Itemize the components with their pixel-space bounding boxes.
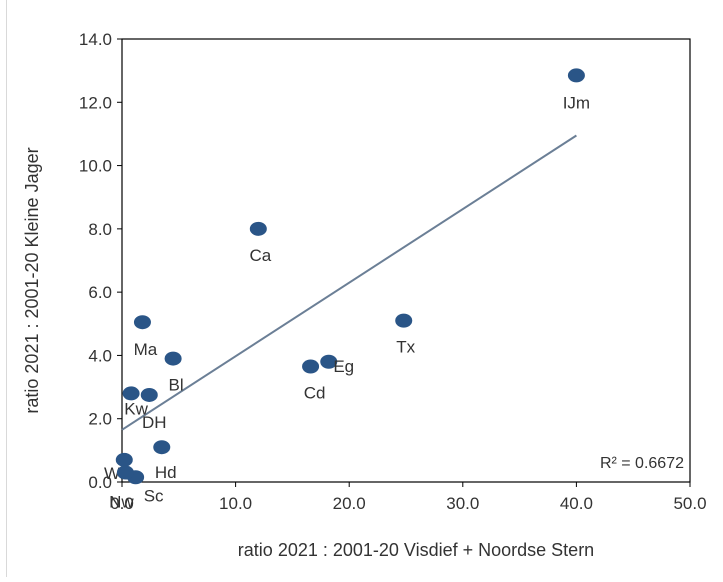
data-point-marker bbox=[140, 387, 158, 402]
data-point-group: Bl bbox=[164, 351, 184, 395]
y-axis-title: ratio 2021 : 2001-20 Kleine Jager bbox=[22, 147, 42, 413]
r-squared-label: R² = 0.6672 bbox=[600, 455, 684, 472]
data-point-marker bbox=[164, 351, 182, 366]
x-tick-label: 10.0 bbox=[219, 494, 252, 513]
data-point-label: Kw bbox=[124, 399, 148, 418]
data-point-marker bbox=[153, 440, 171, 455]
ticks-layer: 0.0 10.0 20.0 30.0 40.0 50.0 0.0 2.0 4.0 6.0 8.0 10… bbox=[79, 30, 707, 513]
data-point-group: Cd bbox=[302, 359, 326, 403]
data-point-marker bbox=[133, 315, 151, 330]
data-point-marker bbox=[302, 359, 320, 374]
y-tick-label: 14.0 bbox=[79, 30, 112, 49]
data-point-label: Hd bbox=[155, 463, 177, 482]
x-axis-title: ratio 2021 : 2001-20 Visdief + Noordse S… bbox=[238, 540, 594, 560]
data-point-label: IJm bbox=[563, 93, 590, 112]
data-point-label: Cd bbox=[304, 384, 326, 403]
x-tick-label: 20.0 bbox=[333, 494, 366, 513]
data-point-label: Eg bbox=[333, 357, 354, 376]
data-point-group: Kw bbox=[122, 386, 149, 418]
data-point-group: Ca bbox=[249, 221, 272, 265]
data-point-marker bbox=[115, 452, 133, 467]
data-point-label: Nw bbox=[109, 493, 134, 512]
data-point-label: Ma bbox=[134, 340, 158, 359]
data-point-label: DH bbox=[142, 413, 167, 432]
x-tick-label: 50.0 bbox=[673, 494, 706, 513]
data-point-marker bbox=[116, 465, 134, 480]
y-tick-label: 6.0 bbox=[88, 283, 112, 302]
data-point-label: Sc bbox=[144, 486, 164, 505]
data-point-label: Tx bbox=[396, 338, 415, 357]
data-point-group: DH bbox=[140, 387, 167, 432]
y-tick-label: 12.0 bbox=[79, 93, 112, 112]
y-tick-label: 4.0 bbox=[88, 346, 112, 365]
data-point-group: Nw bbox=[109, 465, 134, 512]
x-tick-label: 40.0 bbox=[560, 494, 593, 513]
y-tick-label: 10.0 bbox=[79, 157, 112, 176]
data-point-marker bbox=[122, 386, 140, 401]
x-tick-label: 30.0 bbox=[446, 494, 479, 513]
data-point-marker bbox=[395, 313, 413, 328]
data-point-group: Eg bbox=[320, 354, 354, 376]
data-point-marker bbox=[567, 68, 585, 83]
y-tick-label: 2.0 bbox=[88, 410, 112, 429]
data-point-group: Tx bbox=[395, 313, 416, 357]
data-point-marker bbox=[320, 354, 338, 369]
data-point-group: Hd bbox=[153, 440, 177, 482]
data-point-marker bbox=[249, 221, 267, 236]
y-tick-label: 8.0 bbox=[88, 220, 112, 239]
data-point-group: Ma bbox=[134, 315, 158, 359]
data-point-group: IJm bbox=[563, 68, 590, 112]
data-point-label: Bl bbox=[169, 376, 184, 395]
plot-area-frame bbox=[121, 38, 691, 483]
left-border-line bbox=[6, 0, 7, 577]
data-point-label: Ca bbox=[249, 246, 271, 265]
trendline bbox=[121, 134, 577, 431]
x-tick-label: 0.0 bbox=[110, 494, 134, 513]
y-tick-label: 0.0 bbox=[88, 473, 112, 492]
